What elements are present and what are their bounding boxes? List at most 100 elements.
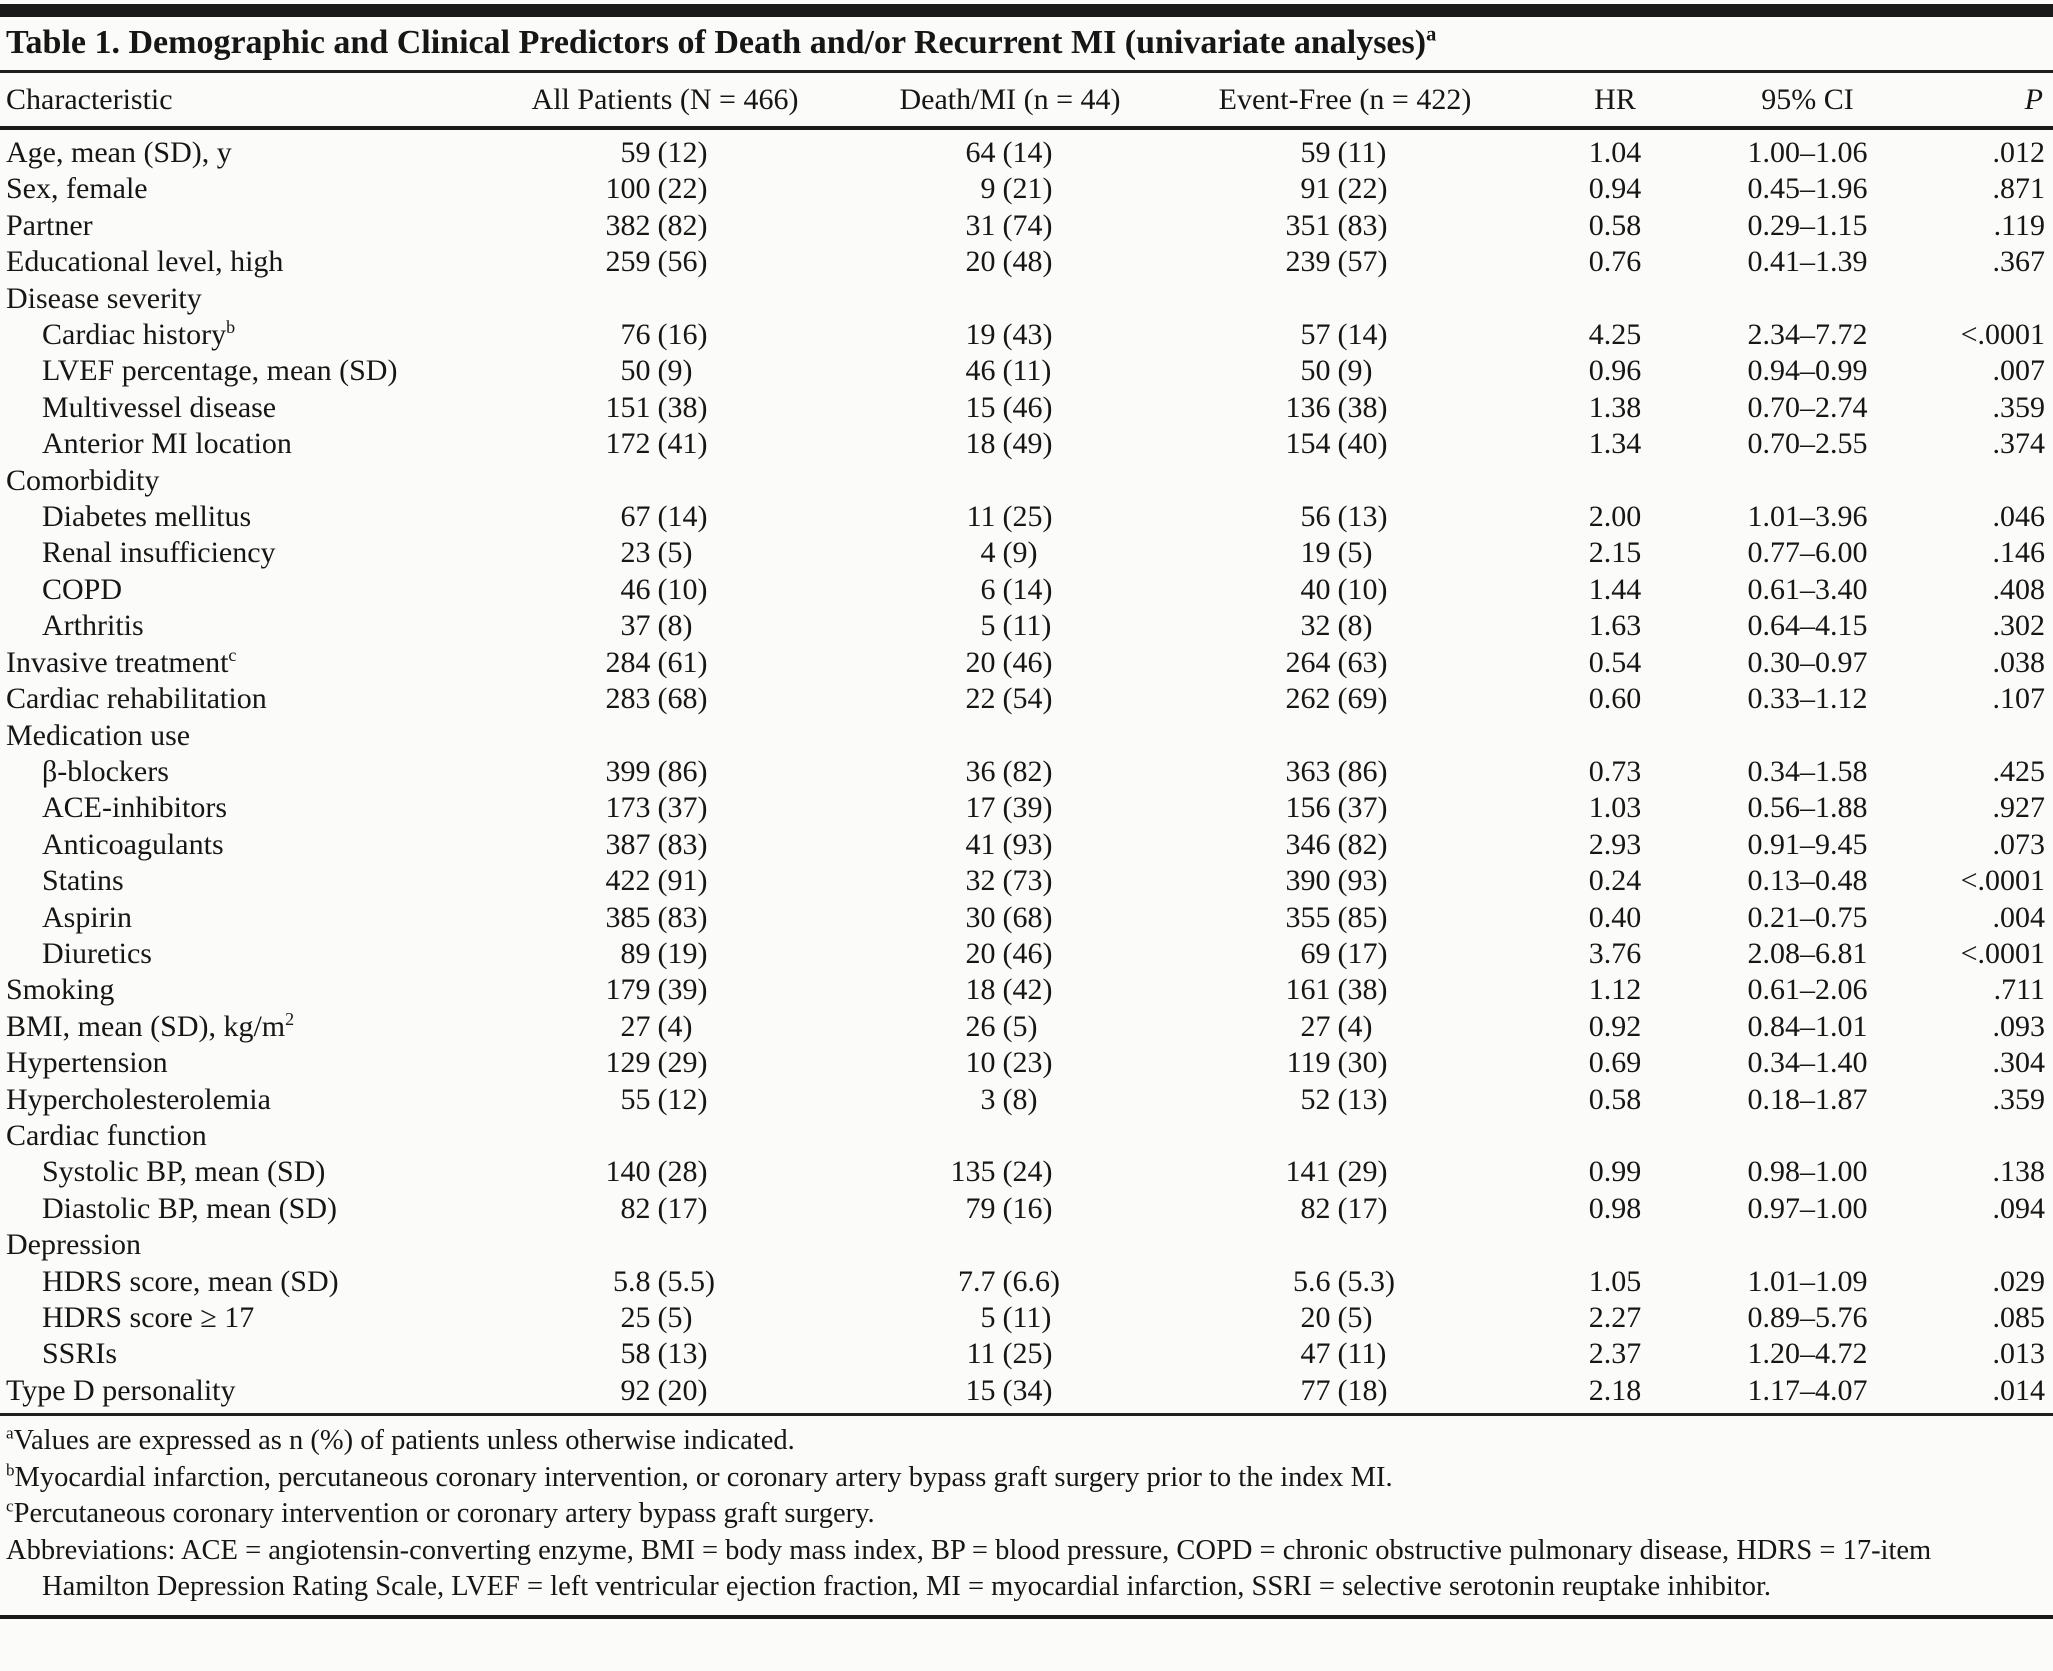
- header-row: Characteristic All Patients (N = 466) De…: [0, 73, 2053, 130]
- cell-all-patients: 92 (20): [620, 1373, 708, 1407]
- cell-ci: 2.34–7.72: [1747, 318, 1868, 352]
- cell-p: [1915, 281, 2053, 317]
- footnotes: aValues are expressed as n (%) of patien…: [0, 1416, 2053, 1606]
- cell-death-mi: 46 (11): [965, 354, 1052, 388]
- cell-hr: 1.38: [1588, 390, 1642, 424]
- cell-death-mi: 10 (23): [965, 1046, 1053, 1080]
- cell-death-mi: 5 (11): [980, 609, 1052, 643]
- cell-all-patients: 100 (22): [605, 172, 708, 206]
- cell-hr: 1.03: [1588, 791, 1642, 825]
- cell-ci: 0.41–1.39: [1747, 245, 1868, 279]
- cell-ci: 0.94–0.99: [1747, 354, 1868, 388]
- cell-event-free: 363 (86): [1285, 754, 1388, 788]
- cell-all-patients: [470, 1118, 860, 1154]
- row-label: Smoking: [6, 973, 115, 1007]
- cell-all-patients: 76 (16): [620, 318, 708, 352]
- section-row: Disease severity: [0, 281, 2053, 317]
- cell-all-patients: 46 (10): [620, 572, 708, 606]
- table-row: SSRIs 58 (13) 11 (25) 47 (11) 2.37 1.20–4.72 .013: [0, 1336, 2053, 1372]
- cell-event-free: 136 (38): [1285, 390, 1388, 424]
- col-header-event-free: Event-Free (n = 422): [1160, 73, 1530, 130]
- row-label: Cardiac historyb: [42, 317, 236, 352]
- cell-death-mi: 135 (24): [950, 1155, 1053, 1189]
- section-label: Disease severity: [6, 281, 202, 315]
- cell-all-patients: 140 (28): [605, 1155, 708, 1189]
- cell-event-free: 52 (13): [1300, 1082, 1388, 1116]
- row-label: β-blockers: [42, 754, 169, 788]
- cell-hr: 0.96: [1588, 354, 1642, 388]
- cell-hr: 2.00: [1588, 500, 1642, 534]
- table-row: Multivessel disease 151 (38) 15 (46) 136 (38) 1…: [0, 390, 2053, 426]
- cell-p: .374: [1992, 427, 2046, 461]
- row-label: HDRS score, mean (SD): [42, 1264, 339, 1298]
- cell-p: [1915, 718, 2053, 754]
- cell-hr: [1530, 1227, 1700, 1263]
- cell-p: <.0001: [1960, 936, 2045, 970]
- cell-ci: 0.98–1.00: [1747, 1155, 1868, 1189]
- cell-death-mi: 9 (21): [980, 172, 1053, 206]
- cell-death-mi: 22 (54): [965, 682, 1053, 716]
- cell-ci: [1700, 1118, 1915, 1154]
- cell-ci: 0.18–1.87: [1747, 1082, 1868, 1116]
- cell-ci: [1700, 463, 1915, 499]
- cell-all-patients: 259 (56): [605, 245, 708, 279]
- cell-death-mi: 11 (25): [966, 500, 1053, 534]
- table-header: Characteristic All Patients (N = 466) De…: [0, 73, 2053, 130]
- cell-hr: 0.98: [1588, 1191, 1642, 1225]
- cell-death-mi: 32 (73): [965, 864, 1053, 898]
- cell-all-patients: 173 (37): [605, 791, 708, 825]
- cell-ci: 0.30–0.97: [1747, 645, 1868, 679]
- cell-event-free: 91 (22): [1300, 172, 1388, 206]
- cell-ci: 0.45–1.96: [1747, 172, 1868, 206]
- cell-ci: 1.00–1.06: [1747, 136, 1868, 169]
- cell-event-free: [1160, 281, 1530, 317]
- row-label: Diuretics: [42, 936, 152, 970]
- cell-p: [1915, 1118, 2053, 1154]
- cell-hr: 1.34: [1588, 427, 1642, 461]
- cell-hr: 2.18: [1588, 1373, 1642, 1407]
- cell-hr: 1.44: [1588, 572, 1642, 606]
- cell-all-patients: 422 (91): [605, 864, 708, 898]
- col-header-hr: HR: [1530, 73, 1700, 130]
- table-row: Type D personality 92 (20) 15 (34) 77 (18) 2.18…: [0, 1373, 2053, 1415]
- cell-ci: 0.97–1.00: [1747, 1191, 1868, 1225]
- cell-hr: 2.15: [1588, 536, 1642, 570]
- cell-hr: [1530, 718, 1700, 754]
- cell-hr: [1530, 1118, 1700, 1154]
- bottom-rule: [0, 1614, 2053, 1619]
- cell-hr: 1.63: [1588, 609, 1642, 643]
- cell-death-mi: [860, 1227, 1160, 1263]
- cell-p: [1915, 1227, 2053, 1263]
- cell-death-mi: 4 (9): [980, 536, 1038, 570]
- cell-hr: [1530, 281, 1700, 317]
- footnote-c-text: Percutaneous coronary intervention or co…: [13, 1498, 875, 1530]
- cell-ci: 0.56–1.88: [1747, 791, 1868, 825]
- table-row: Partner 382 (82) 31 (74) 351 (83) 0.58 0.29–1.15…: [0, 208, 2053, 244]
- cell-hr: 2.93: [1588, 827, 1642, 861]
- cell-all-patients: 50 (9): [620, 354, 693, 388]
- cell-death-mi: 6 (14): [980, 572, 1053, 606]
- row-label: Anterior MI location: [42, 427, 292, 461]
- row-label: Hypercholesterolemia: [6, 1082, 271, 1116]
- row-label-superscript: b: [226, 317, 236, 338]
- row-label: HDRS score ≥ 17: [42, 1301, 255, 1334]
- cell-all-patients: [470, 718, 860, 754]
- cell-all-patients: 25 (5): [620, 1301, 693, 1334]
- cell-event-free: 50 (9): [1300, 354, 1373, 388]
- cell-all-patients: 387 (83): [605, 827, 708, 861]
- cell-death-mi: 64 (14): [965, 136, 1053, 169]
- cell-ci: 1.20–4.72: [1747, 1337, 1868, 1371]
- table-row: ACE-inhibitors 173 (37) 17 (39) 156 (37) 1.03 0.…: [0, 790, 2053, 826]
- cell-event-free: 59 (11): [1300, 136, 1387, 169]
- cell-event-free: [1160, 718, 1530, 754]
- row-label: Renal insufficiency: [42, 536, 276, 570]
- cell-ci: 0.34–1.40: [1747, 1046, 1868, 1080]
- table-title: Table 1. Demographic and Clinical Predic…: [6, 24, 1436, 61]
- cell-death-mi: [860, 1118, 1160, 1154]
- cell-hr: [1530, 463, 1700, 499]
- section-label: Medication use: [6, 718, 191, 752]
- cell-p: .304: [1992, 1046, 2046, 1080]
- footnote-c: cPercutaneous coronary intervention or c…: [6, 1496, 2041, 1533]
- cell-all-patients: 172 (41): [605, 427, 708, 461]
- cell-p: <.0001: [1960, 864, 2045, 898]
